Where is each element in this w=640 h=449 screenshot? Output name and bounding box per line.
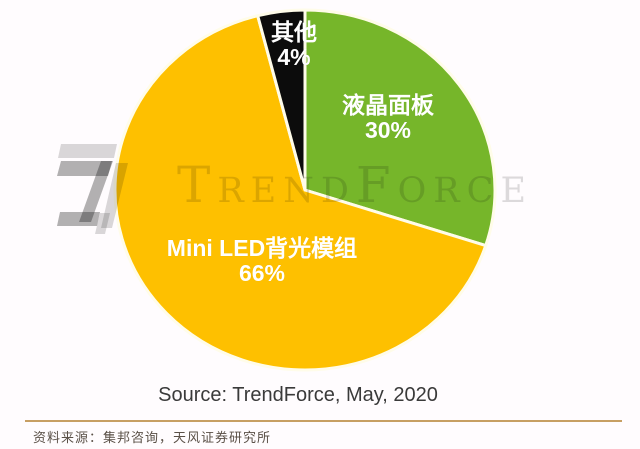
slice-label-lcd-pct: 30% [364, 117, 412, 143]
slice-label-other: 其他 4% [244, 20, 344, 70]
chart-area: TrendForce 其他 4% 液晶面板 30% Mini LED背光模组 6… [57, 8, 526, 406]
pie-slice-other [256, 8, 307, 192]
pie-slice-mini-led-backlight [113, 14, 488, 372]
slice-label-mini-led: Mini LED背光模组 66% [142, 236, 382, 286]
slice-label-lcd-name: 液晶面板 [342, 92, 434, 118]
slice-label-mini-pct: 66% [238, 260, 286, 286]
pie-slice-lcd-panel [303, 8, 497, 248]
slice-label-mini-name: Mini LED背光模组 [166, 235, 358, 261]
slice-label-other-name: 其他 [271, 19, 317, 45]
pie-chart [113, 8, 497, 372]
footer: 资料来源：集邦咨询，天风证券研究所 [0, 418, 640, 449]
footer-divider [25, 420, 622, 422]
source-note: Source: TrendForce, May, 2020 [158, 384, 438, 406]
slice-label-lcd-panel: 液晶面板 30% [308, 93, 468, 143]
footer-source-text: 资料来源：集邦咨询，天风证券研究所 [33, 430, 272, 445]
slice-label-other-pct: 4% [277, 44, 311, 70]
